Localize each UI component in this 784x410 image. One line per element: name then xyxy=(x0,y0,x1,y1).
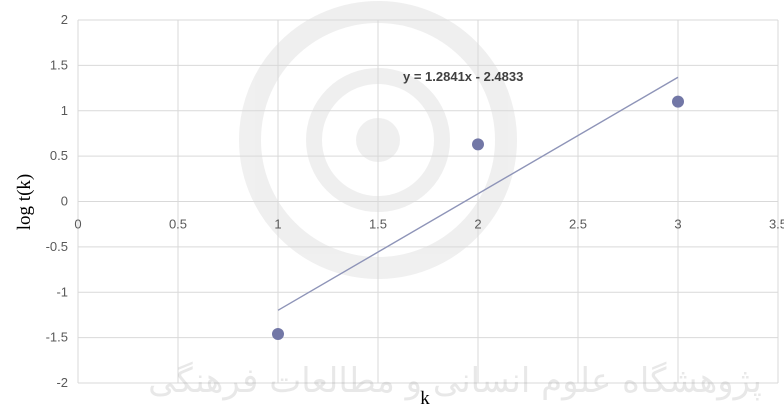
trendline xyxy=(277,76,679,311)
y-tick-label: -1.5 xyxy=(46,330,68,345)
data-point xyxy=(472,138,484,151)
data-point xyxy=(672,95,684,108)
y-tick-label: 2 xyxy=(61,12,68,27)
x-tick-label: 0 xyxy=(74,217,81,232)
y-tick-label: 1.5 xyxy=(50,57,68,72)
x-tick-label: 3 xyxy=(674,217,681,232)
trendline-equation: y = 1.2841x - 2.4833 xyxy=(403,69,523,84)
y-tick-label: -1 xyxy=(56,284,68,299)
y-tick-label: -0.5 xyxy=(46,239,68,254)
y-tick-label: 1 xyxy=(61,103,68,118)
y-axis-label: log t(k) xyxy=(14,174,35,230)
x-axis-label: k xyxy=(420,388,430,409)
x-tick-label: 2 xyxy=(474,217,481,232)
gridlines xyxy=(77,19,779,384)
x-tick-label: 2.5 xyxy=(569,217,587,232)
x-tick-label: 1.5 xyxy=(369,217,387,232)
y-tick-label: 0 xyxy=(61,194,68,209)
y-tick-label: 0.5 xyxy=(50,148,68,163)
x-tick-label: 3.5 xyxy=(769,217,784,232)
watermark-text: پژوهشگاه علوم انسانی و مطالعات فرهنگی xyxy=(148,361,762,401)
x-tick-label: 0.5 xyxy=(169,217,187,232)
trendline-layer xyxy=(277,76,679,311)
x-tick-label: 1 xyxy=(274,217,281,232)
data-point xyxy=(272,327,284,340)
tick-labels: -2 -1.5 -1 -0.5 0 0.5 1 1.5 2 0 0.5 1 1.5 2 2.5 3 3.5 xyxy=(46,12,784,390)
data-points xyxy=(272,95,684,340)
y-tick-label: -2 xyxy=(56,375,68,390)
